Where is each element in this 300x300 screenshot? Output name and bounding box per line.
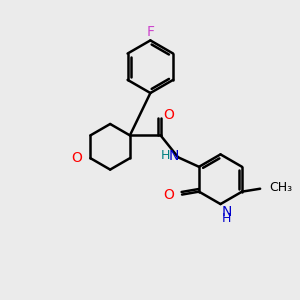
Text: N: N [222, 205, 232, 219]
Text: H: H [222, 212, 231, 225]
Text: N: N [169, 149, 179, 163]
Text: F: F [146, 25, 154, 39]
Text: O: O [163, 108, 174, 122]
Text: O: O [71, 151, 82, 165]
Text: CH₃: CH₃ [269, 181, 292, 194]
Text: H: H [160, 149, 170, 162]
Text: O: O [163, 188, 174, 202]
